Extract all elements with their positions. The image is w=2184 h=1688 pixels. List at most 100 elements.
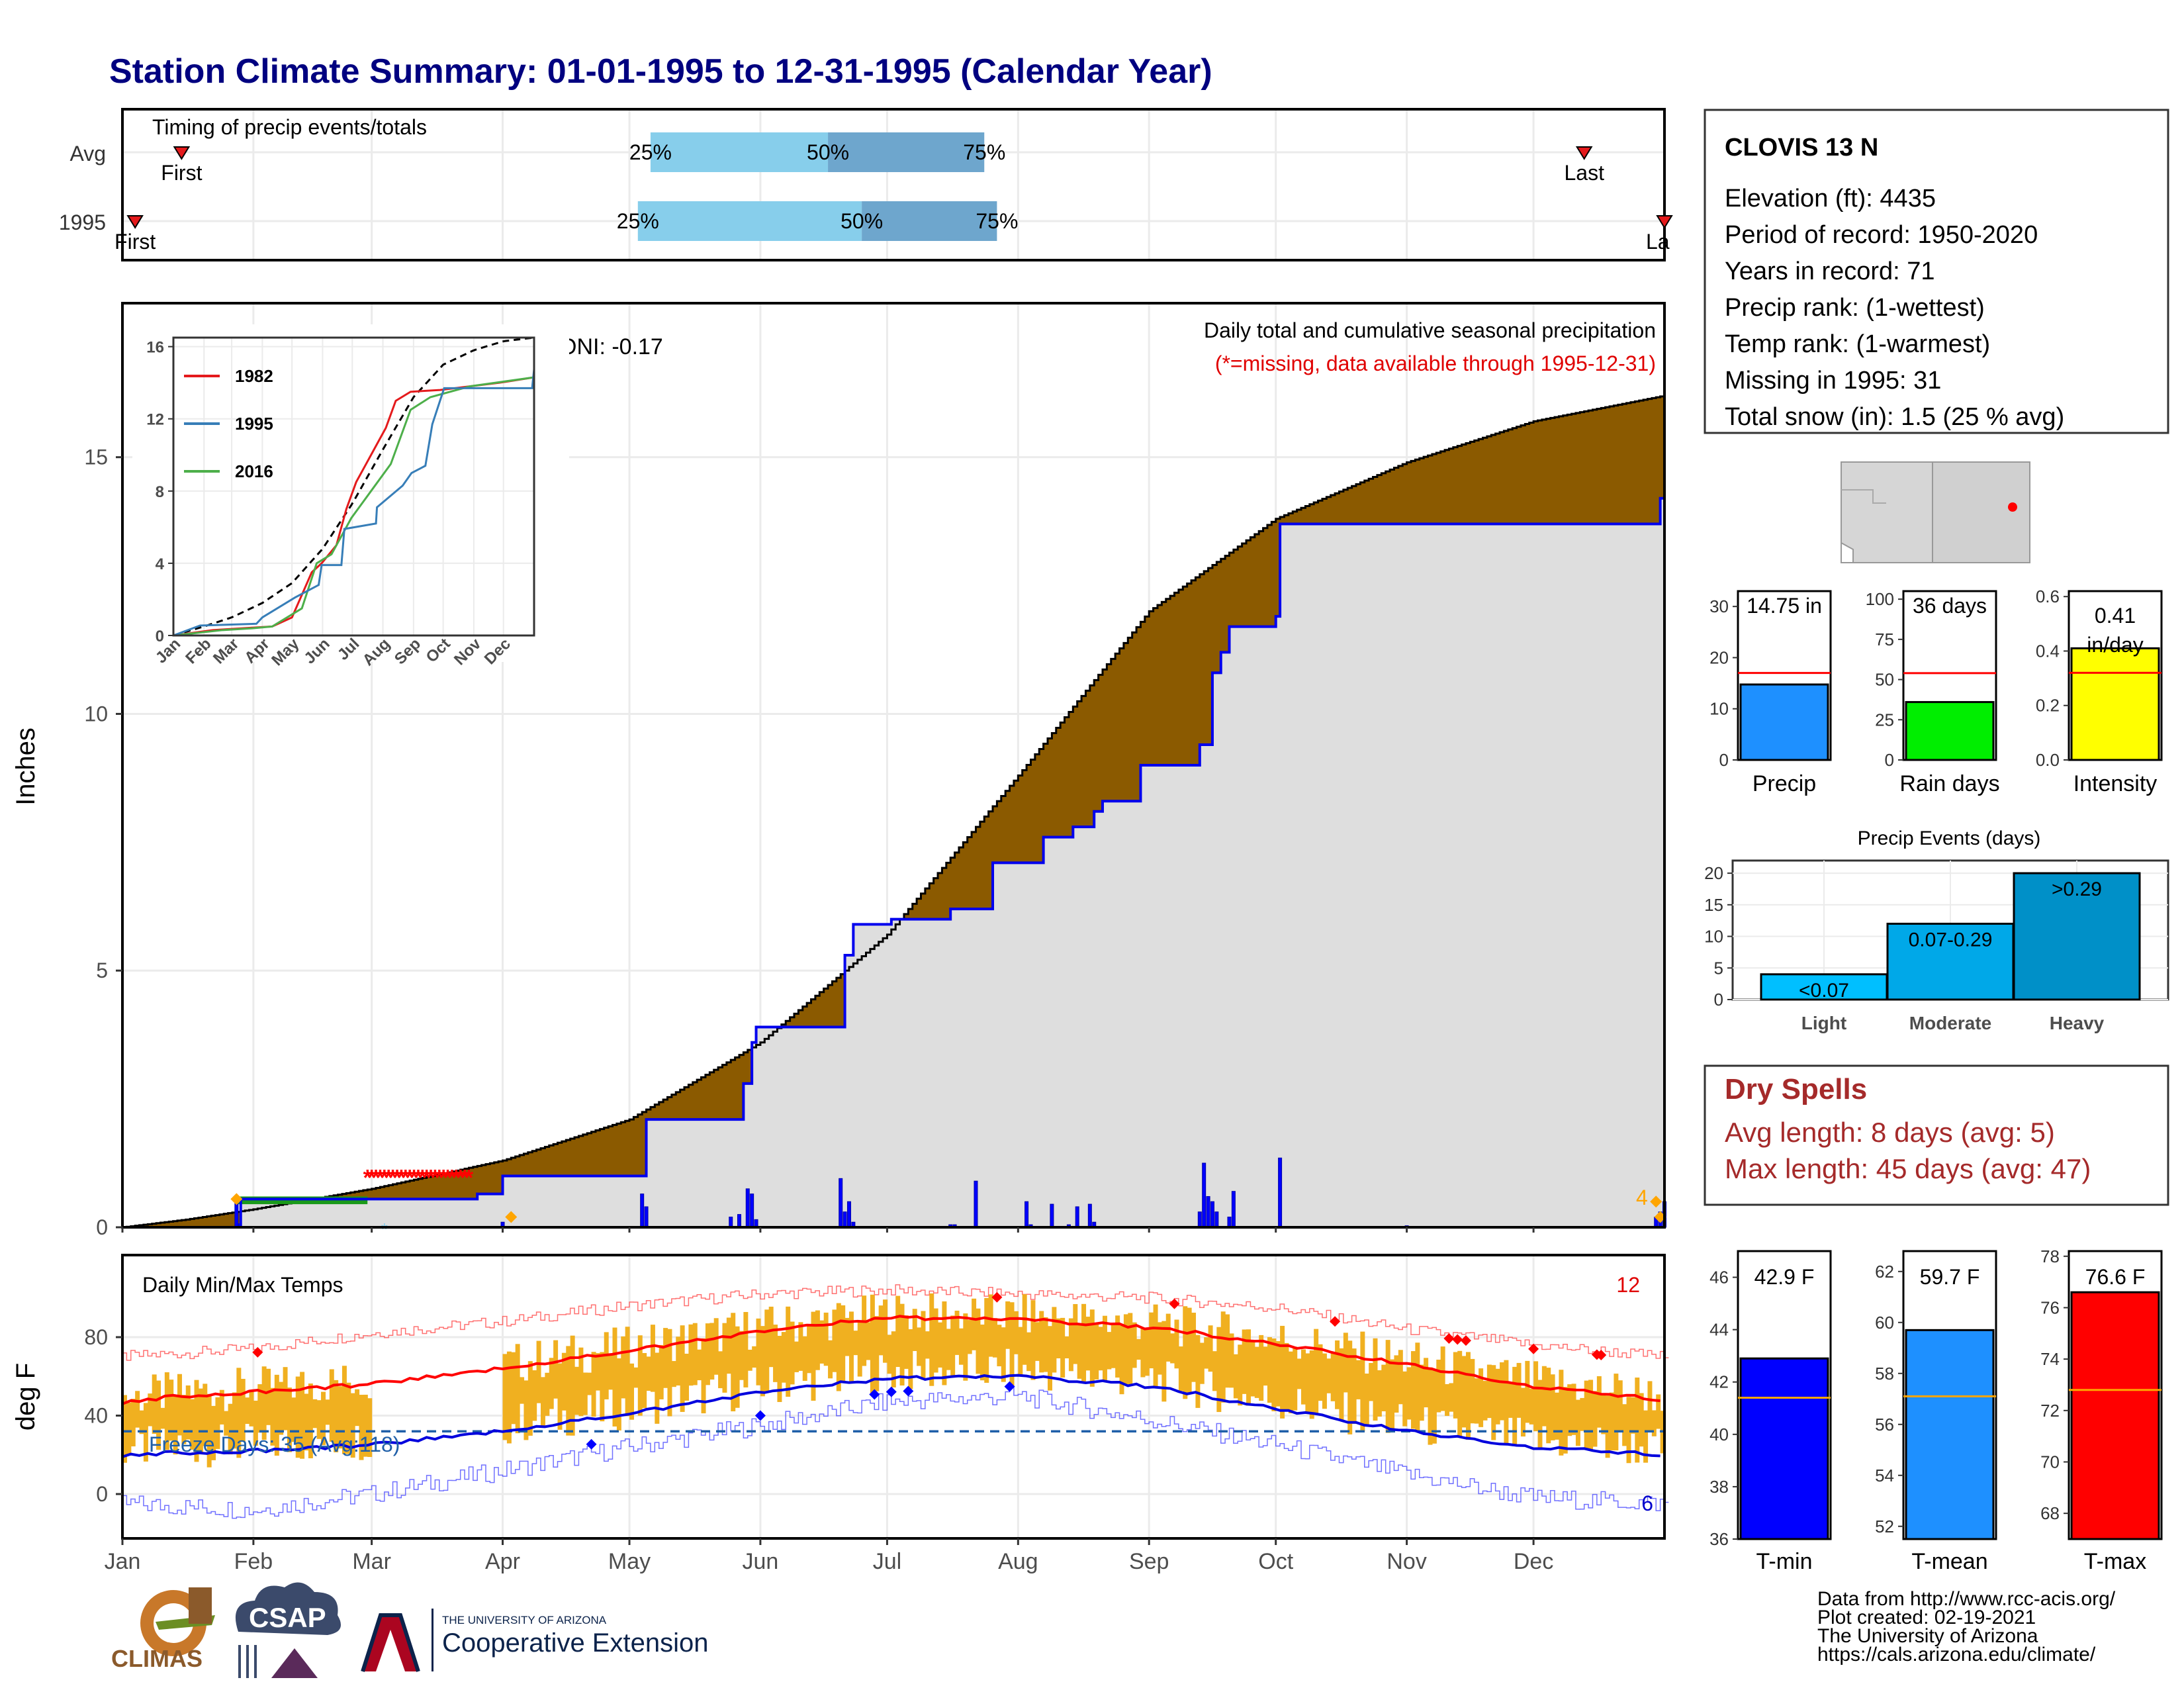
temp-daily-bar bbox=[1204, 1337, 1209, 1369]
footer-credits: Data from http://www.rcc-acis.org/ Plot … bbox=[1817, 1588, 2116, 1665]
temp-daily-bar bbox=[1635, 1378, 1640, 1463]
temp-daily-bar bbox=[883, 1299, 888, 1363]
temp-daily-bar bbox=[857, 1321, 862, 1377]
timing-row-avg-label: Avg bbox=[69, 142, 106, 165]
precip-summary-y-tick-label: 75 bbox=[1875, 630, 1894, 649]
temp-daily-bar bbox=[253, 1400, 258, 1446]
temp-daily-bar bbox=[1546, 1368, 1551, 1444]
temp-summary-y-tick-label: 56 bbox=[1875, 1415, 1894, 1434]
temp-daily-bar bbox=[899, 1303, 905, 1385]
temp-daily-bar bbox=[173, 1395, 178, 1455]
inset-legend-label: 1995 bbox=[235, 414, 273, 434]
temp-daily-bar bbox=[709, 1323, 715, 1380]
precip-missing-marker: * bbox=[439, 1165, 449, 1190]
temp-daily-bar bbox=[1614, 1374, 1619, 1451]
inset-y-tick-label: 16 bbox=[146, 339, 164, 357]
temp-daily-bar bbox=[697, 1349, 702, 1381]
temp-daily-bar bbox=[963, 1313, 968, 1381]
temp-daily-bar bbox=[160, 1407, 165, 1429]
precip-summary-y-tick-label: 25 bbox=[1875, 710, 1894, 729]
temp-daily-bar bbox=[1178, 1346, 1183, 1391]
temp-daily-bar bbox=[557, 1363, 563, 1430]
temp-daily-bar bbox=[1081, 1303, 1087, 1382]
precip-summary-y-tick-label: 0 bbox=[1885, 750, 1894, 770]
temp-summary-y-tick-label: 42 bbox=[1709, 1372, 1729, 1392]
temp-daily-bar bbox=[1445, 1383, 1450, 1416]
temp-daily-bar bbox=[266, 1368, 271, 1425]
temp-daily-bar bbox=[553, 1340, 559, 1399]
temp-daily-bar bbox=[1347, 1340, 1353, 1434]
temp-daily-bar bbox=[1026, 1332, 1032, 1372]
precip-daily-bar bbox=[737, 1214, 741, 1228]
precip-summary-bar-1 bbox=[1905, 701, 1995, 761]
precip-missing-marker: * bbox=[388, 1165, 398, 1190]
temp-daily-bar bbox=[1533, 1361, 1539, 1432]
temp-daily-bar bbox=[570, 1335, 575, 1436]
temp-daily-bar bbox=[616, 1358, 621, 1430]
precip-summary-y-tick-label: 10 bbox=[1709, 699, 1729, 719]
precip-daily-bar bbox=[1202, 1162, 1206, 1228]
precip-missing-marker: * bbox=[392, 1165, 402, 1190]
precip-missing-marker: * bbox=[465, 1165, 474, 1190]
temp-summary-category-label: T-min bbox=[1756, 1549, 1813, 1574]
temp-daily-bar bbox=[1479, 1368, 1484, 1427]
precip-daily-bar bbox=[842, 1211, 847, 1228]
temp-daily-bar bbox=[515, 1344, 520, 1434]
temp-daily-bar bbox=[1656, 1394, 1661, 1429]
precip-missing-marker: * bbox=[380, 1165, 389, 1190]
temp-summary-y-tick-label: 58 bbox=[1875, 1364, 1894, 1383]
precip-summary-value-label: 14.75 in bbox=[1747, 594, 1822, 618]
precip-missing-marker: * bbox=[431, 1165, 440, 1190]
temp-record-min-line bbox=[122, 1387, 1669, 1519]
temp-daily-bar bbox=[781, 1332, 786, 1383]
temp-daily-bar bbox=[206, 1393, 212, 1468]
temp-daily-bar bbox=[756, 1318, 761, 1385]
temp-daily-bar bbox=[950, 1315, 956, 1377]
precip-events-title: Precip Events (days) bbox=[1858, 827, 2041, 849]
temp-summary-y-tick-label: 36 bbox=[1709, 1529, 1729, 1549]
temp-daily-bar bbox=[967, 1320, 972, 1354]
temp-daily-bar bbox=[1457, 1350, 1463, 1438]
temp-daily-bar bbox=[312, 1399, 318, 1429]
inset-y-tick-label: 4 bbox=[156, 555, 165, 573]
temp-summary-y-tick-label: 78 bbox=[2040, 1246, 2060, 1266]
temp-daily-bar bbox=[1555, 1392, 1560, 1440]
temp-daily-bar bbox=[1301, 1349, 1306, 1405]
temp-daily-bar bbox=[1052, 1307, 1057, 1373]
temp-daily-bar bbox=[1149, 1312, 1154, 1369]
temp-daily-bar bbox=[1183, 1306, 1188, 1399]
inset-y-tick-label: 12 bbox=[146, 411, 164, 429]
temp-daily-bar bbox=[1293, 1346, 1298, 1411]
temp-daily-bar bbox=[1275, 1340, 1281, 1407]
temp-daily-bar bbox=[976, 1308, 981, 1374]
temp-record-max-line bbox=[122, 1284, 1669, 1361]
precip-daily-bar bbox=[1206, 1196, 1210, 1228]
temp-daily-bar bbox=[823, 1312, 829, 1366]
temp-daily-bar bbox=[1432, 1370, 1437, 1444]
temp-daily-bar bbox=[984, 1297, 989, 1383]
precip-daily-bar bbox=[846, 1201, 851, 1228]
temp-daily-bar bbox=[1009, 1302, 1015, 1387]
temp-daily-bar bbox=[1390, 1359, 1395, 1429]
precip-daily-bar bbox=[745, 1188, 750, 1228]
temp-daily-bar bbox=[731, 1313, 736, 1412]
precip-missing-marker: * bbox=[456, 1165, 465, 1190]
temp-daily-bar bbox=[1085, 1317, 1091, 1371]
temp-daily-bar bbox=[1208, 1325, 1213, 1372]
temp-daily-bar bbox=[646, 1356, 651, 1391]
temp-daily-bar bbox=[912, 1309, 917, 1351]
temp-daily-bar bbox=[1056, 1318, 1061, 1359]
precip-daily-bar bbox=[1214, 1211, 1219, 1228]
temp-daily-bar bbox=[1626, 1397, 1631, 1464]
precip-y-tick-label: 10 bbox=[84, 702, 108, 726]
temp-daily-bar bbox=[1351, 1348, 1357, 1425]
temp-daily-bar bbox=[1259, 1335, 1264, 1401]
timing-pct-label-year: 75% bbox=[976, 209, 1018, 233]
temp-daily-bar bbox=[198, 1388, 203, 1454]
temp-daily-bar bbox=[764, 1309, 770, 1393]
temp-daily-bar bbox=[1410, 1351, 1416, 1429]
month-tick-label: Feb bbox=[234, 1549, 273, 1574]
temp-daily-bar bbox=[164, 1372, 169, 1450]
temp-daily-bar bbox=[1068, 1318, 1073, 1372]
temp-daily-bar bbox=[608, 1354, 614, 1390]
